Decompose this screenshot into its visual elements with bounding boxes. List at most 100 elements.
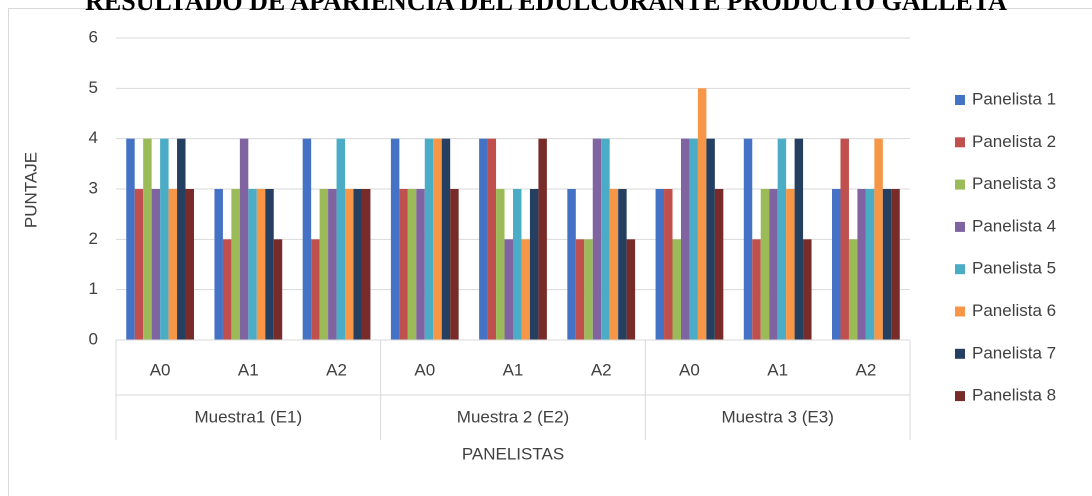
x-tick-label: A2 (326, 360, 347, 379)
bar (584, 239, 593, 340)
bar (538, 138, 547, 340)
bar (328, 189, 337, 340)
group-label: Muestra 2 (E2) (457, 407, 569, 426)
bar (672, 239, 681, 340)
bar (664, 189, 673, 340)
bar (848, 239, 858, 340)
bar (618, 189, 627, 340)
bar (143, 138, 152, 340)
bar (857, 189, 866, 340)
bar (151, 189, 161, 340)
y-tick-label: 1 (89, 279, 98, 298)
bar (353, 189, 362, 340)
bar (416, 189, 425, 340)
bar (760, 189, 770, 340)
x-tick-label: A2 (855, 360, 876, 379)
legend-swatch (955, 348, 965, 359)
legend-swatch (955, 95, 965, 105)
x-tick-label: A0 (414, 360, 435, 379)
bar (832, 189, 841, 340)
legend-swatch (955, 391, 965, 402)
bar (302, 138, 312, 340)
bar (214, 189, 223, 340)
y-tick-label: 2 (89, 229, 98, 248)
bar (891, 189, 900, 340)
bar (680, 138, 690, 340)
chart-title: RESULTADO DE APARIENCIA DEL EDULCORANTE … (85, 0, 1007, 16)
legend-label: Panelista 7 (972, 343, 1056, 362)
group-label: Muestra 3 (E3) (721, 407, 833, 426)
bar (479, 138, 488, 340)
bar (239, 138, 249, 340)
bar (222, 239, 232, 340)
bar (575, 239, 585, 340)
bar (513, 189, 522, 340)
bar (874, 138, 883, 340)
bar (769, 189, 778, 340)
bar (450, 189, 459, 340)
legend-swatch (955, 179, 965, 190)
legend-swatch (955, 264, 965, 275)
y-tick-label: 6 (89, 27, 98, 46)
bar (433, 138, 442, 340)
y-tick-label: 3 (89, 178, 98, 197)
bar (609, 189, 619, 340)
legend-label: Panelista 4 (972, 216, 1056, 235)
bar (592, 138, 602, 340)
bar (390, 138, 400, 340)
bar (743, 138, 753, 340)
bar (441, 138, 451, 340)
x-axis-title: PANELISTAS (462, 444, 564, 463)
bar (177, 138, 186, 340)
x-tick-label: A1 (767, 360, 788, 379)
bar (231, 189, 240, 340)
bar (882, 189, 892, 340)
bar (265, 189, 274, 340)
x-tick-label: A2 (591, 360, 612, 379)
bar (134, 189, 144, 340)
x-tick-label: A0 (679, 360, 700, 379)
group-label: Muestra1 (E1) (194, 407, 302, 426)
bar (496, 189, 505, 340)
bar (655, 189, 665, 340)
bar (273, 239, 283, 340)
legend-label: Panelista 6 (972, 301, 1056, 320)
bar (185, 189, 194, 340)
bar (248, 189, 257, 340)
bar (487, 138, 497, 340)
bar (601, 138, 610, 340)
x-tick-label: A1 (503, 360, 524, 379)
legend-label: Panelista 2 (972, 132, 1056, 151)
y-tick-label: 0 (89, 329, 98, 348)
bar (567, 189, 576, 340)
bar (504, 239, 513, 340)
y-tick-label: 4 (89, 128, 98, 147)
bar (689, 138, 698, 340)
bar (336, 138, 346, 340)
bar (160, 138, 169, 340)
bar (777, 138, 787, 340)
bar (361, 189, 371, 340)
bar (424, 138, 434, 340)
legend-label: Panelista 3 (972, 174, 1056, 193)
legend-label: Panelista 5 (972, 259, 1056, 278)
bar (399, 189, 408, 340)
bar (752, 239, 761, 340)
bar (840, 138, 849, 340)
bar (407, 189, 417, 340)
bar (319, 189, 329, 340)
bar (529, 189, 539, 340)
bar (706, 138, 715, 340)
bar (345, 189, 354, 340)
legend-swatch (955, 306, 965, 317)
legend-label: Panelista 8 (972, 386, 1056, 405)
bar (168, 189, 178, 340)
legend-swatch (955, 221, 965, 232)
bar (865, 189, 875, 340)
legend-swatch (955, 137, 965, 148)
bar (521, 239, 530, 340)
bar (626, 239, 636, 340)
bar (803, 239, 812, 340)
bar (786, 189, 795, 340)
